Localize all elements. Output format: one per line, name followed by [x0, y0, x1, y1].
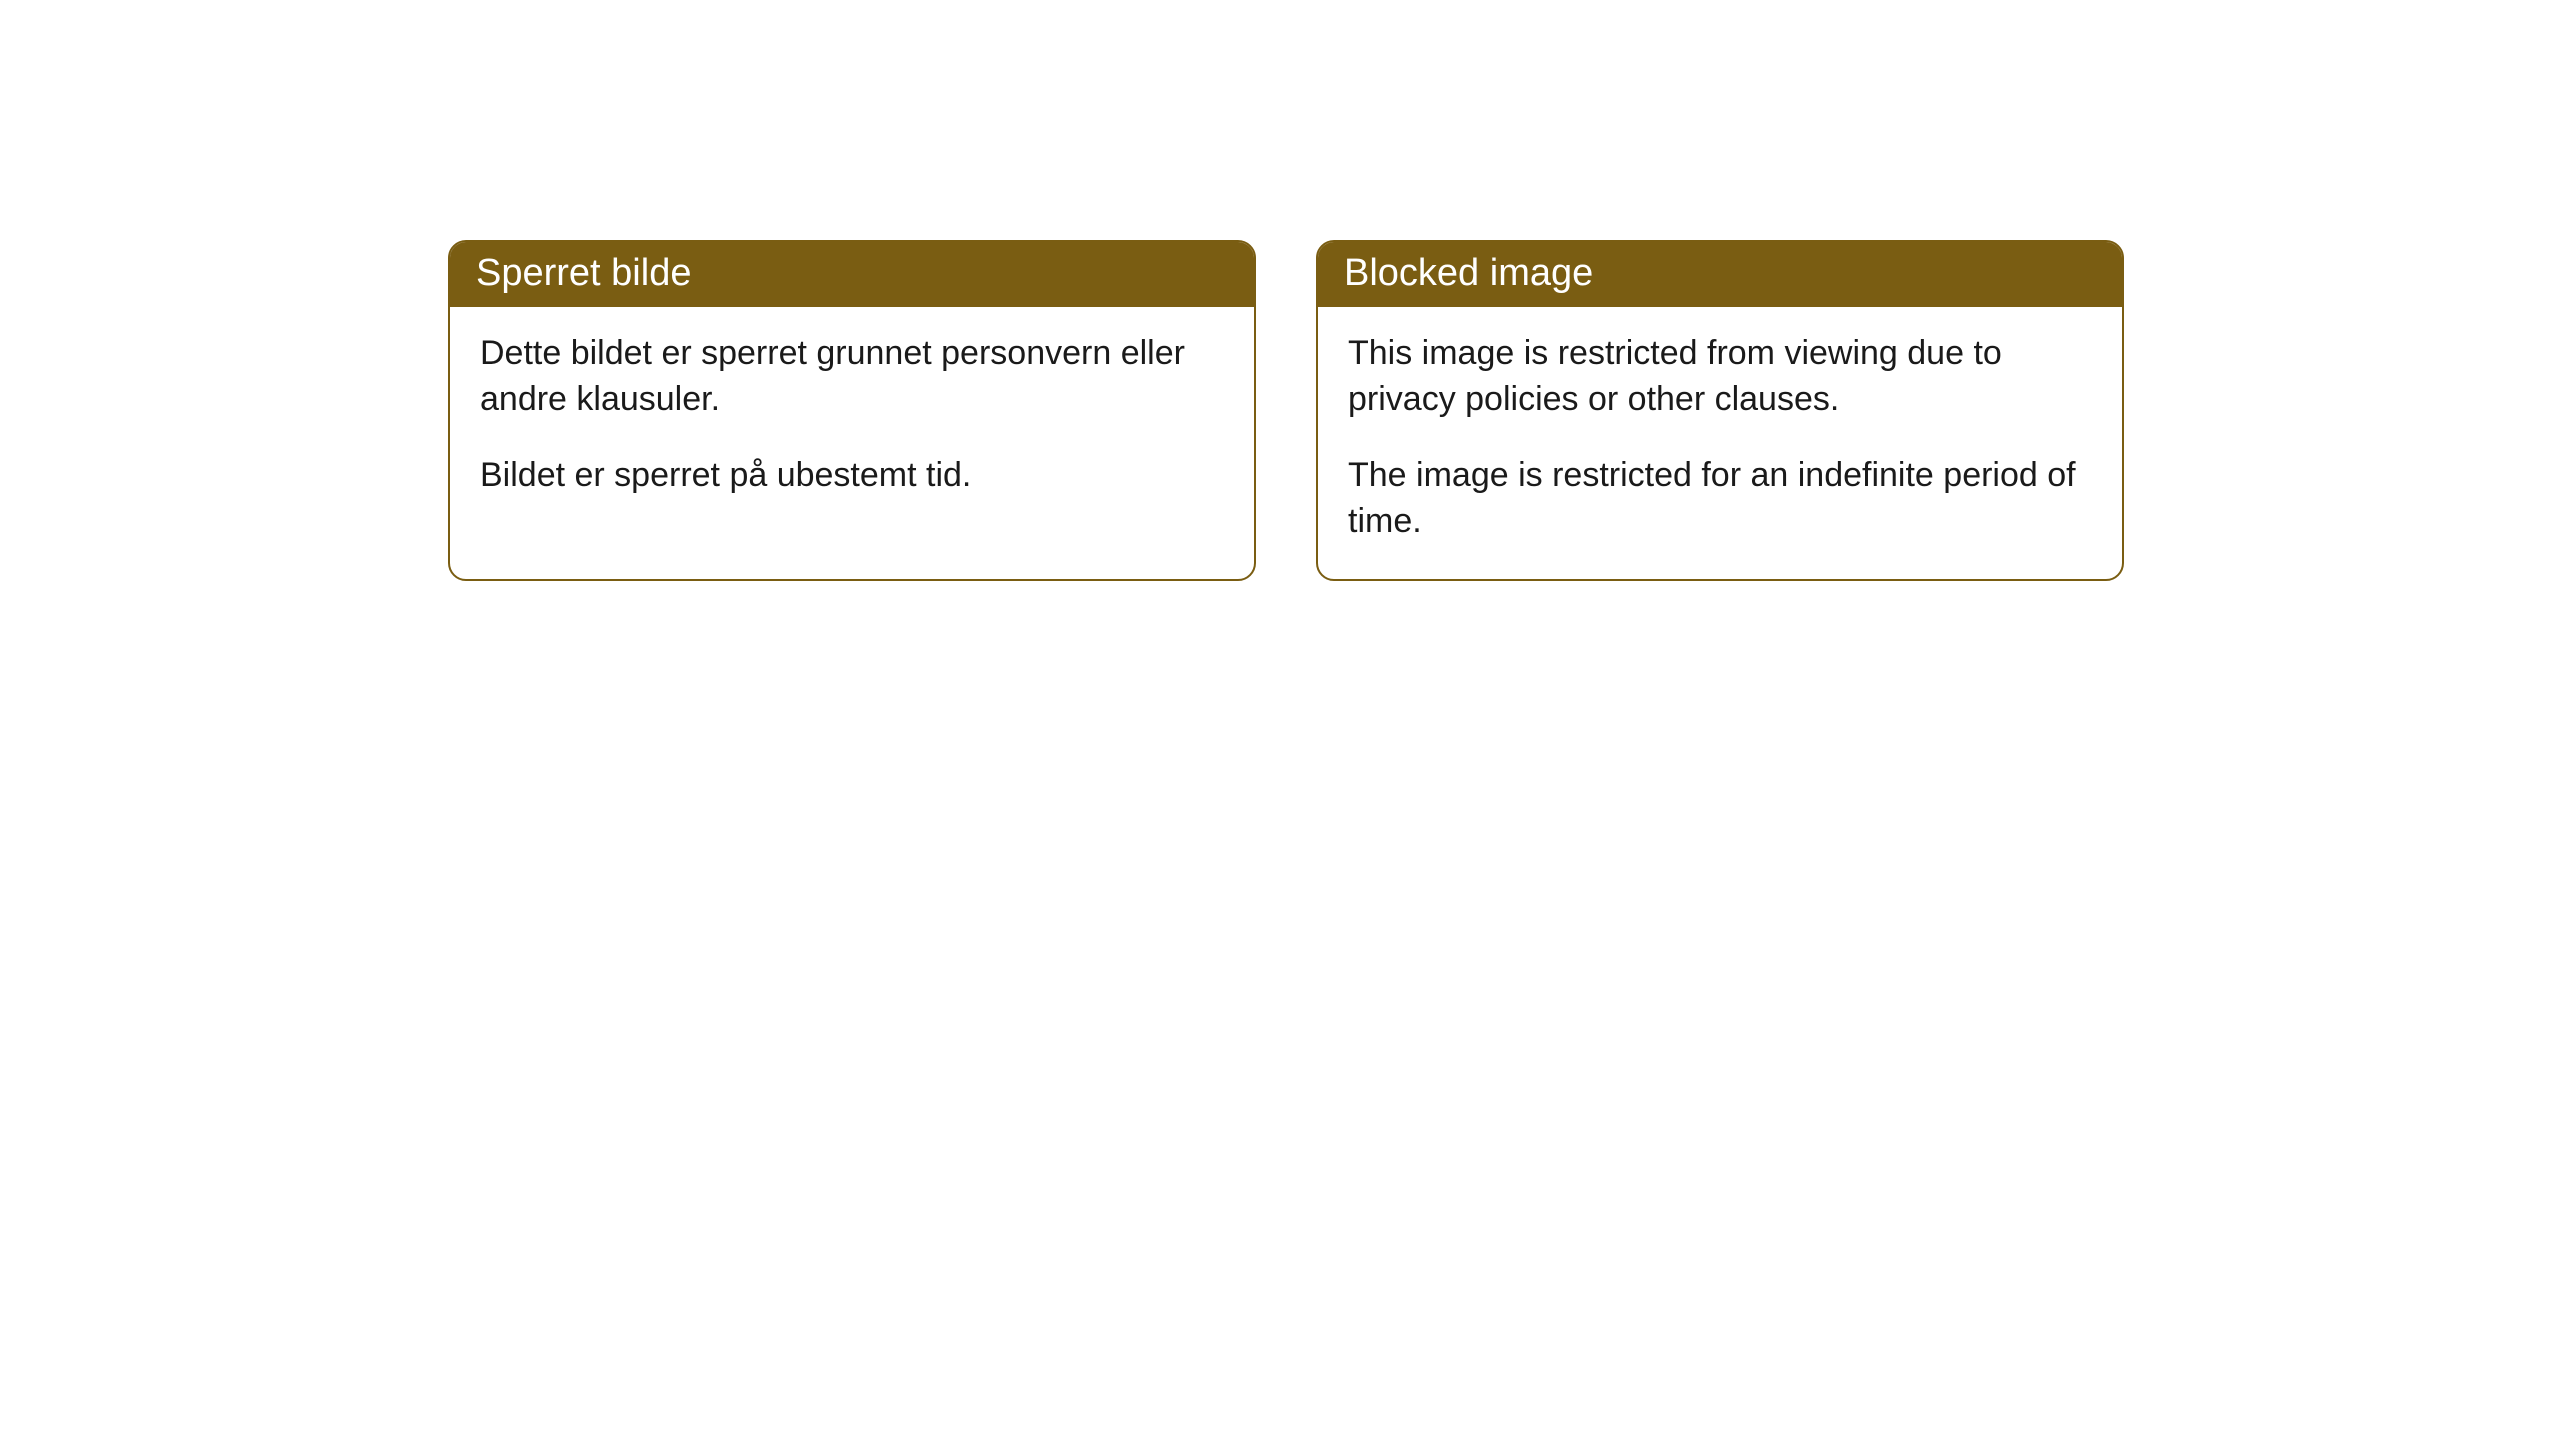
blocked-image-card-en: Blocked image This image is restricted f… [1316, 240, 2124, 581]
card-paragraph-2-no: Bildet er sperret på ubestemt tid. [480, 453, 1224, 499]
card-header-no: Sperret bilde [450, 242, 1254, 307]
cards-container: Sperret bilde Dette bildet er sperret gr… [0, 0, 2560, 581]
card-body-en: This image is restricted from viewing du… [1318, 307, 2122, 579]
card-paragraph-2-en: The image is restricted for an indefinit… [1348, 453, 2092, 545]
card-paragraph-1-no: Dette bildet er sperret grunnet personve… [480, 331, 1224, 423]
card-paragraph-1-en: This image is restricted from viewing du… [1348, 331, 2092, 423]
card-header-en: Blocked image [1318, 242, 2122, 307]
blocked-image-card-no: Sperret bilde Dette bildet er sperret gr… [448, 240, 1256, 581]
card-body-no: Dette bildet er sperret grunnet personve… [450, 307, 1254, 533]
